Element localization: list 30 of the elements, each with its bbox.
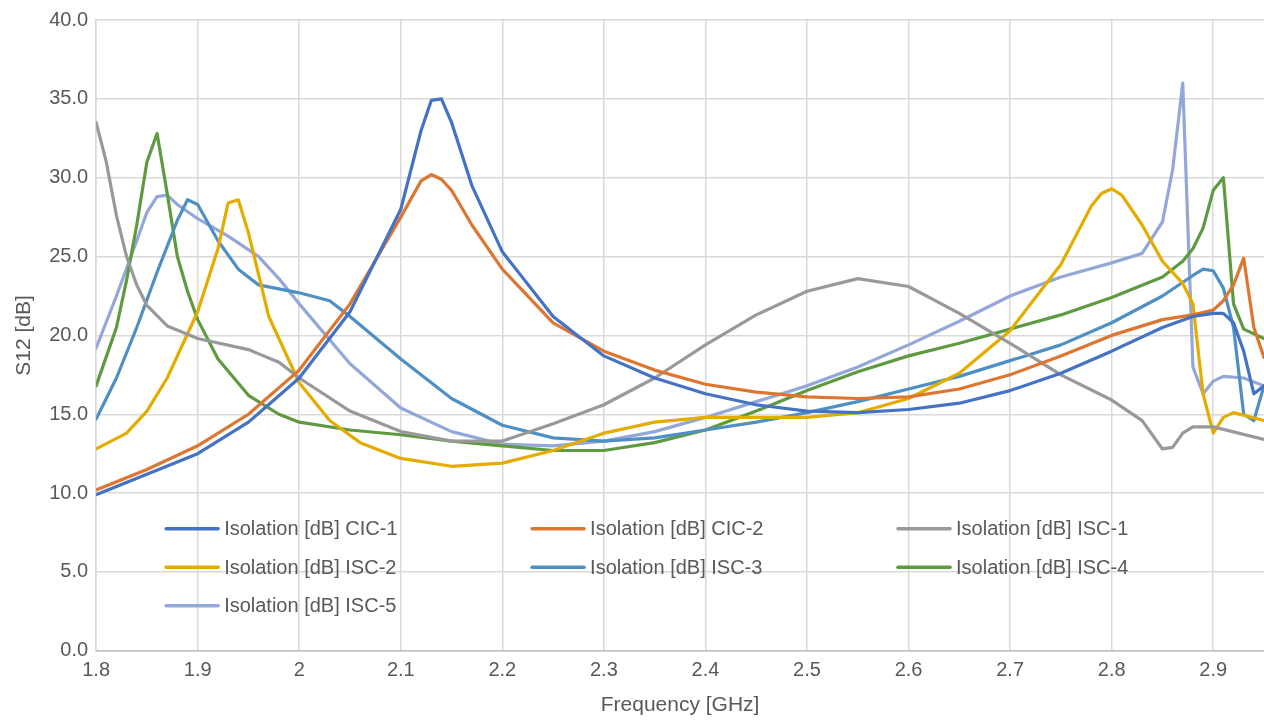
x-tick-label: 2.5 [793,658,821,681]
x-tick-label: 2.7 [996,658,1025,681]
y-tick-label: 20.0 [49,322,89,345]
y-tick-label: 40.0 [49,7,89,30]
x-tick-label: 2.8 [1097,658,1126,681]
x-tick-label: 2.9 [1199,658,1228,681]
x-tick-label: 2.6 [894,658,923,681]
y-axis-title: S12 [dB] [11,295,35,376]
legend-label: Isolation [dB] ISC-4 [956,555,1129,578]
legend-label: Isolation [dB] CIC-1 [224,517,398,540]
legend-label: Isolation [dB] ISC-2 [224,555,397,578]
x-tick-label: 2.3 [589,658,618,681]
x-tick-label: 1.9 [183,658,212,681]
x-tick-label: 1.8 [82,658,111,681]
x-tick-label: 2.1 [386,658,415,681]
legend-label: Isolation [dB] CIC-2 [590,517,764,540]
legend-label: Isolation [dB] ISC-3 [590,555,763,578]
y-tick-label: 30.0 [49,165,89,188]
y-tick-label: 35.0 [49,86,89,109]
y-tick-label: 5.0 [60,559,89,582]
x-tick-label: 2.2 [488,658,517,681]
y-tick-label: 10.0 [49,480,89,503]
x-tick-label: 2 [293,658,305,681]
legend-label: Isolation [dB] ISC-1 [956,517,1129,540]
legend-label: Isolation [dB] ISC-5 [224,594,397,617]
x-tick-label: 2.4 [691,658,720,681]
x-axis-title: Frequency [GHz] [600,692,760,716]
y-tick-label: 0.0 [60,638,89,661]
y-tick-label: 15.0 [49,401,89,424]
y-tick-label: 25.0 [49,244,89,267]
